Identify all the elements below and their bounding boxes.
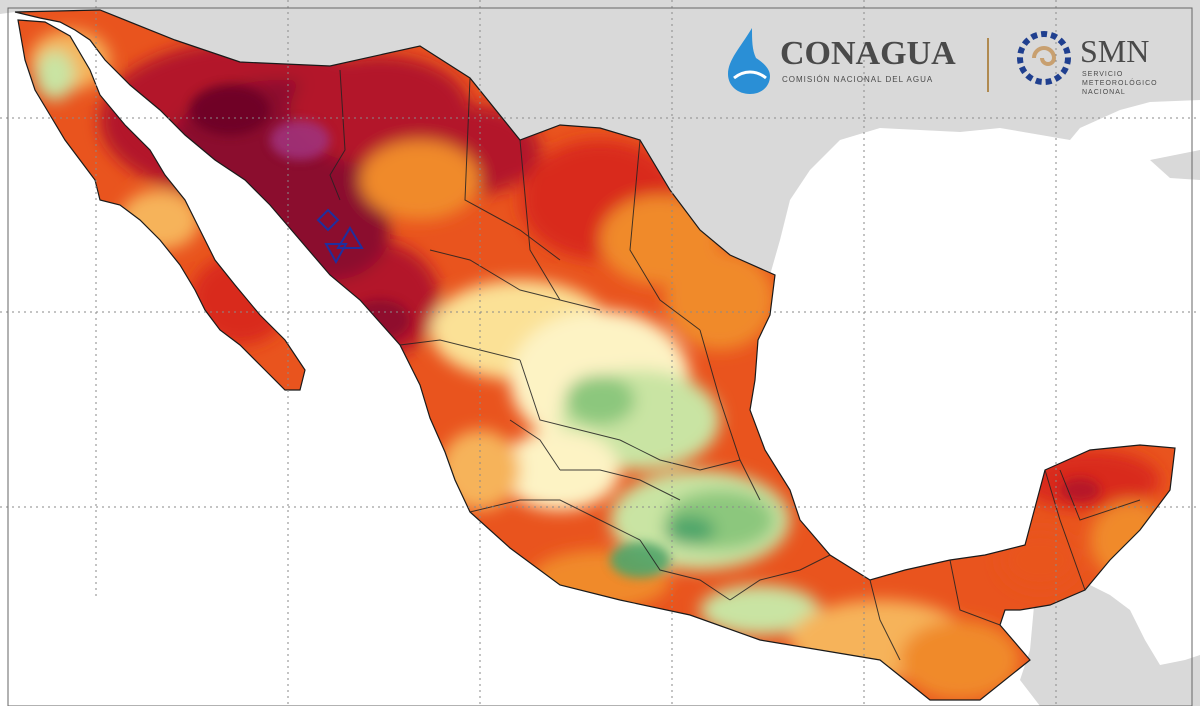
diamond-marker bbox=[316, 208, 340, 232]
station-markers bbox=[316, 208, 364, 265]
smn-subtitle-line-3: NACIONAL bbox=[1082, 89, 1126, 96]
smn-subtitle-line-2: METEOROLÓGICO bbox=[1082, 78, 1158, 87]
conagua-wordmark: CONAGUA bbox=[780, 35, 956, 72]
conagua-logo: CONAGUA COMISIÓN NACIONAL DEL AGUA bbox=[728, 28, 989, 94]
smn-subtitle-line-1: SERVICIO bbox=[1082, 71, 1123, 78]
state-borders bbox=[329, 69, 1141, 661]
triangle-down-marker bbox=[324, 243, 348, 265]
water-drop-icon bbox=[728, 28, 770, 94]
map-border bbox=[7, 7, 1193, 706]
smn-wordmark: SMN bbox=[1080, 33, 1149, 69]
smn-logo: SMN SERVICIO METEOROLÓGICO NACIONAL bbox=[1017, 31, 1158, 96]
triangle-up-marker bbox=[336, 226, 364, 249]
conagua-subtitle: COMISIÓN NACIONAL DEL AGUA bbox=[782, 75, 933, 84]
spiral-icon bbox=[1017, 31, 1071, 85]
